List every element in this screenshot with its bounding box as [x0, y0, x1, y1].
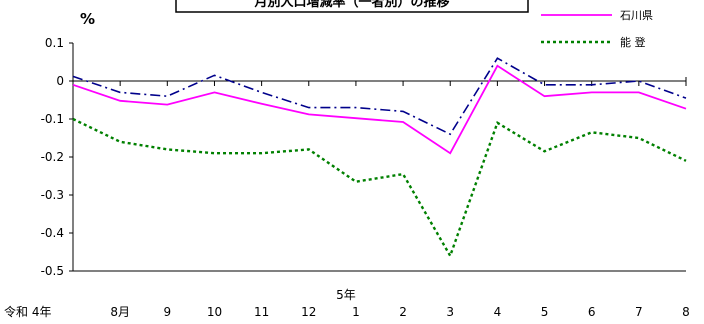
- series-layer: [72, 57, 687, 259]
- x-tick-label: 9: [163, 305, 171, 319]
- x-tick-label: 11: [254, 305, 269, 319]
- y-tick-label: -0.2: [41, 150, 64, 164]
- y-tick-label: -0.1: [41, 112, 64, 126]
- x-tick-label: 令和 4年: [4, 304, 51, 319]
- x-tick-label: 7: [635, 305, 643, 319]
- y-tick-label: -0.4: [41, 226, 64, 240]
- year-label: 5年: [336, 288, 356, 302]
- y-tick-label: -0.5: [41, 264, 64, 278]
- series-line-1: [72, 64, 687, 155]
- x-tick-label: 12: [301, 305, 316, 319]
- x-tick-label: 8月: [110, 305, 130, 319]
- x-tick-label: 6: [588, 305, 596, 319]
- chart-title: 月別人口増減率（一者別）の推移: [253, 0, 449, 10]
- title-box: 月別人口増減率（一者別）の推移: [175, 0, 529, 13]
- series-line-3: [72, 117, 687, 259]
- x-tick-label: 4: [494, 305, 502, 319]
- legend-label: 石川県: [620, 9, 653, 22]
- y-tick-label: 0.1: [45, 36, 64, 50]
- series-line-2: [72, 57, 687, 136]
- y-tick-label: -0.3: [41, 188, 64, 202]
- x-tick-label: 3: [446, 305, 454, 319]
- x-tick-label: 10: [207, 305, 222, 319]
- x-tick-label: 8: [682, 305, 690, 319]
- axes: 0.10-0.1-0.2-0.3-0.4-0.5令和 4年 8月 9 10 11 12 1 2…: [4, 36, 690, 319]
- x-tick-label: 1: [352, 305, 360, 319]
- y-axis-label: %: [80, 10, 95, 28]
- x-tick-label: 2: [399, 305, 407, 319]
- x-tick-label: 5: [541, 305, 549, 319]
- y-tick-label: 0: [56, 74, 64, 88]
- legend-label: 能 登: [620, 35, 646, 49]
